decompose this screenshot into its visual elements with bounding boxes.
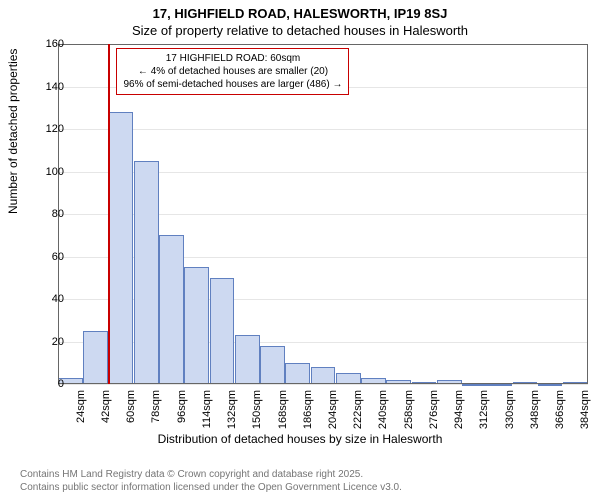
x-tick-label: 42sqm — [100, 390, 112, 423]
x-tick-label: 330sqm — [504, 390, 516, 429]
x-tick-label: 294sqm — [453, 390, 465, 429]
histogram-bar — [134, 161, 159, 384]
histogram-bar — [386, 380, 411, 384]
annotation-line-1: 17 HIGHFIELD ROAD: 60sqm — [123, 52, 342, 65]
histogram-bar — [538, 384, 563, 386]
x-tick-label: 60sqm — [125, 390, 137, 423]
y-tick-label: 100 — [34, 166, 64, 178]
annotation-line-2: ← 4% of detached houses are smaller (20) — [123, 65, 342, 78]
y-tick-label: 20 — [34, 336, 64, 348]
x-tick-label: 348sqm — [529, 390, 541, 429]
footer-attribution: Contains HM Land Registry data © Crown c… — [20, 468, 402, 494]
histogram-bar — [513, 382, 538, 384]
x-axis-label: Distribution of detached houses by size … — [0, 432, 600, 446]
y-tick-label: 80 — [34, 208, 64, 220]
histogram-bar — [285, 363, 310, 384]
histogram-bar — [184, 267, 209, 384]
histogram-bar — [437, 380, 462, 384]
histogram-bar — [361, 378, 386, 384]
x-tick-label: 24sqm — [75, 390, 87, 423]
y-tick-label: 160 — [34, 38, 64, 50]
histogram-bar — [462, 384, 487, 386]
gridline — [58, 129, 588, 130]
gridline — [58, 44, 588, 45]
x-tick-label: 204sqm — [327, 390, 339, 429]
y-tick-label: 0 — [34, 378, 64, 390]
annotation-box: 17 HIGHFIELD ROAD: 60sqm ← 4% of detache… — [116, 48, 349, 95]
y-tick-label: 40 — [34, 293, 64, 305]
x-tick-label: 276sqm — [428, 390, 440, 429]
x-tick-label: 78sqm — [150, 390, 162, 423]
x-tick-label: 240sqm — [377, 390, 389, 429]
x-tick-label: 258sqm — [403, 390, 415, 429]
histogram-bar — [210, 278, 235, 384]
footer-line-2: Contains public sector information licen… — [20, 481, 402, 494]
y-tick-label: 120 — [34, 123, 64, 135]
histogram-bar — [109, 112, 134, 384]
x-tick-label: 312sqm — [478, 390, 490, 429]
histogram-bar — [412, 382, 437, 384]
histogram-bar — [336, 373, 361, 384]
y-axis-label: Number of detached properties — [6, 49, 20, 214]
y-tick-label: 60 — [34, 251, 64, 263]
x-tick-label: 222sqm — [352, 390, 364, 429]
histogram-bar — [487, 384, 512, 386]
x-tick-label: 150sqm — [251, 390, 263, 429]
footer-line-1: Contains HM Land Registry data © Crown c… — [20, 468, 402, 481]
histogram-bar — [311, 367, 336, 384]
x-tick-label: 132sqm — [226, 390, 238, 429]
chart-container: { "titles": { "line1": "17, HIGHFIELD RO… — [0, 0, 600, 500]
annotation-line-3: 96% of semi-detached houses are larger (… — [123, 78, 342, 91]
x-tick-label: 384sqm — [579, 390, 591, 429]
histogram-bar — [83, 331, 108, 384]
x-tick-label: 186sqm — [302, 390, 314, 429]
y-tick-label: 140 — [34, 81, 64, 93]
x-tick-label: 114sqm — [201, 390, 213, 428]
chart-title-description: Size of property relative to detached ho… — [0, 21, 600, 38]
histogram-bar — [563, 382, 588, 384]
histogram-bar — [159, 235, 184, 384]
x-tick-label: 168sqm — [277, 390, 289, 429]
chart-title-address: 17, HIGHFIELD ROAD, HALESWORTH, IP19 8SJ — [0, 0, 600, 21]
histogram-bar — [260, 346, 285, 384]
property-marker-line — [108, 44, 110, 384]
histogram-bar — [235, 335, 260, 384]
x-tick-label: 366sqm — [554, 390, 566, 429]
x-tick-label: 96sqm — [176, 390, 188, 423]
